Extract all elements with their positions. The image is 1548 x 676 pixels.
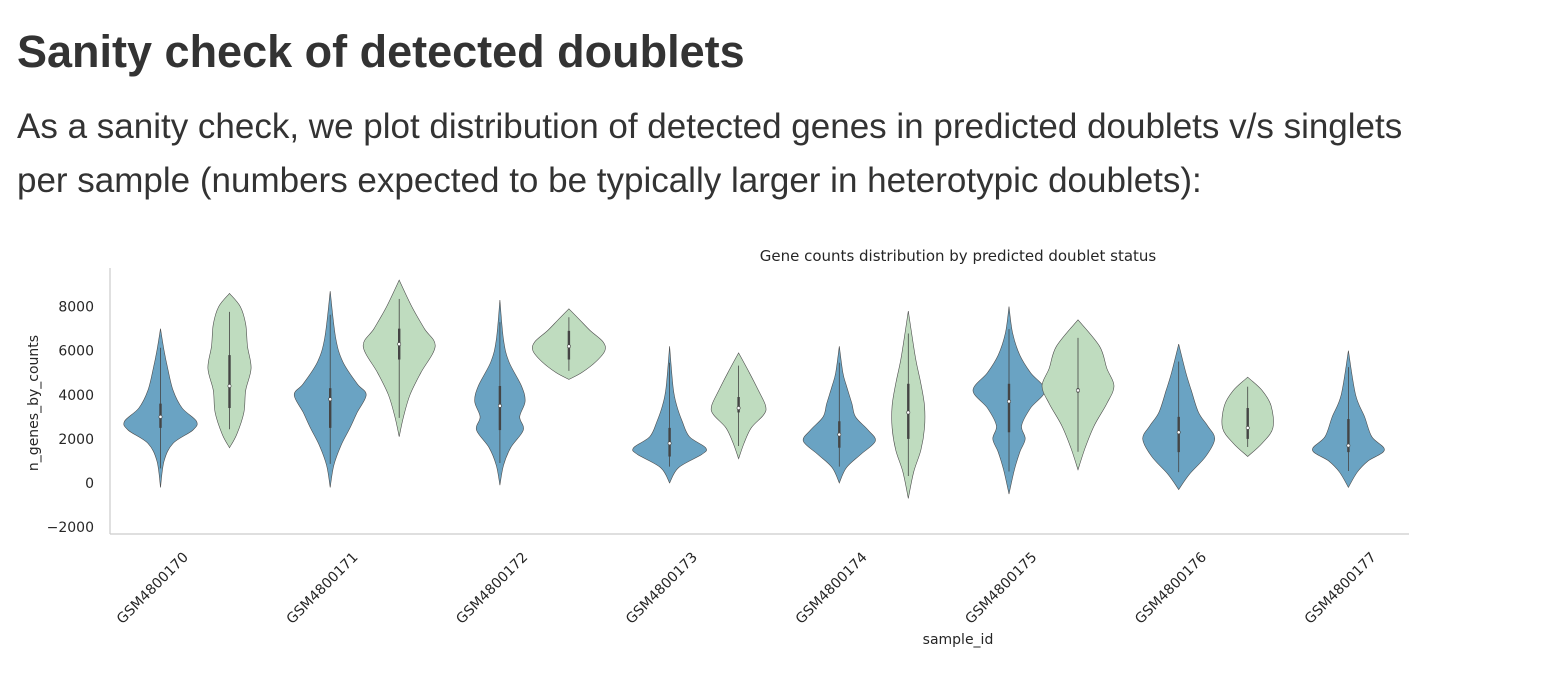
chart-title: Gene counts distribution by predicted do… [760,247,1157,265]
violin-median [1176,430,1181,435]
violin-chart-svg: Gene counts distribution by predicted do… [26,247,1409,648]
x-tick-label: GSM4800174 [793,549,871,627]
y-tick-label: 6000 [58,344,94,360]
violin-median [328,397,333,402]
y-tick-label: −2000 [47,520,94,536]
y-tick-label: 4000 [58,388,94,404]
violin-median [1076,388,1080,393]
violin-median [837,432,842,437]
violin-median [397,342,402,346]
x-ticks: GSM4800170 GSM4800171 GSM4800172 GSM4800173… [114,549,1380,627]
violin-median [1007,399,1011,404]
y-ticks: −2000 0 2000 4000 6000 8000 [47,300,94,536]
x-axis-label: sample_id [923,632,994,648]
y-tick-label: 2000 [58,432,94,448]
x-tick-label: GSM4800177 [1302,550,1380,628]
x-tick-label: GSM4800171 [284,550,362,628]
violin-median [158,414,163,419]
violin-median [497,403,502,408]
violin-median [1346,443,1351,448]
x-tick-label: GSM4800173 [623,550,701,628]
y-axis-label: n_genes_by_counts [26,335,42,471]
x-tick-label: GSM4800175 [962,550,1040,628]
intro-paragraph: As a sanity check, we plot distribution … [17,107,1403,200]
violin-median [736,406,741,410]
violin-median [667,441,672,446]
violin-chart: Gene counts distribution by predicted do… [0,230,1548,676]
violin-median [1245,425,1250,430]
violin-median [227,384,232,388]
x-tick-label: GSM4800176 [1132,549,1210,627]
x-tick-label: GSM4800172 [453,550,531,628]
violin-median [906,410,911,415]
violin-median [567,344,571,349]
y-tick-label: 0 [85,476,94,492]
page-title: Sanity check of detected doublets [17,26,745,77]
y-tick-label: 8000 [58,300,94,316]
violins-group [123,279,1385,499]
x-tick-label: GSM4800170 [114,550,192,628]
